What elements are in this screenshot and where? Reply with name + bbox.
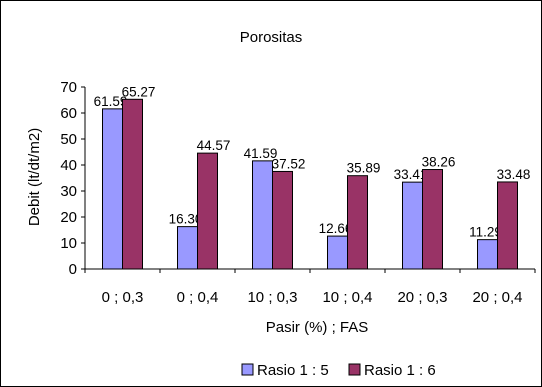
legend-swatch <box>241 363 254 376</box>
bar-series-2 <box>272 170 293 270</box>
data-label: 33.48 <box>497 167 531 182</box>
x-tick-label: 0 ; 0,4 <box>177 289 219 306</box>
data-label: 11.29 <box>469 225 502 240</box>
data-label: 44.57 <box>197 138 231 153</box>
data-label: 35.89 <box>347 161 381 176</box>
y-tick-label: 20 <box>60 209 77 226</box>
bar-series-2 <box>122 98 143 270</box>
bar-series-1 <box>252 160 273 270</box>
legend-label: Rasio 1 : 6 <box>364 362 436 379</box>
bar-series-2 <box>497 181 518 270</box>
bar-series-2 <box>347 175 368 270</box>
bar-series-2 <box>197 152 218 270</box>
x-tick-label: 10 ; 0,3 <box>247 289 297 306</box>
bar-series-1 <box>102 108 123 270</box>
bar-series-1 <box>477 239 498 270</box>
bar-series-1 <box>327 235 348 270</box>
data-label: 12.66 <box>319 221 353 236</box>
y-tick-label: 0 <box>69 261 77 278</box>
bar-series-1 <box>177 226 198 270</box>
y-axis-ticks: 0 10 20 30 40 50 60 70 <box>60 79 85 278</box>
y-tick-label: 30 <box>60 183 77 200</box>
x-tick-label: 10 ; 0,4 <box>322 289 372 306</box>
x-axis-ticks: 0 ; 0,3 0 ; 0,4 10 ; 0,3 10 ; 0,4 20 ; 0,3 20… <box>84 269 536 306</box>
data-label: 37.52 <box>272 156 306 171</box>
bar-series-2 <box>422 169 443 270</box>
y-tick-label: 40 <box>60 157 77 174</box>
x-tick-label: 20 ; 0,3 <box>397 289 447 306</box>
bar-series-1 <box>402 181 423 270</box>
y-tick-label: 60 <box>60 105 77 122</box>
x-tick-label: 0 ; 0,3 <box>102 289 144 306</box>
legend-label: Rasio 1 : 5 <box>257 362 329 379</box>
y-tick-label: 70 <box>60 79 77 96</box>
data-label: 61.59 <box>94 94 128 109</box>
data-label: 33.41 <box>394 167 428 182</box>
x-tick-label: 20 ; 0,4 <box>472 289 522 306</box>
data-label: 65.27 <box>122 84 156 99</box>
data-label: 16.30 <box>169 212 203 227</box>
x-axis-label: Pasir (%) ; FAS <box>266 319 369 336</box>
data-label: 41.59 <box>244 146 278 161</box>
y-tick-label: 10 <box>60 235 77 252</box>
data-label: 38.26 <box>422 155 456 170</box>
legend-swatch <box>348 363 361 376</box>
chart-title: Porositas <box>240 29 303 46</box>
bars: 61.59 16.30 41.59 12.66 33.41 11.29 65.27 44.57… <box>94 84 531 270</box>
y-tick-label: 50 <box>60 131 77 148</box>
y-axis-label: Debit (lt/dt/m2) <box>26 128 43 226</box>
legend: Rasio 1 : 5 Rasio 1 : 6 <box>241 362 436 379</box>
